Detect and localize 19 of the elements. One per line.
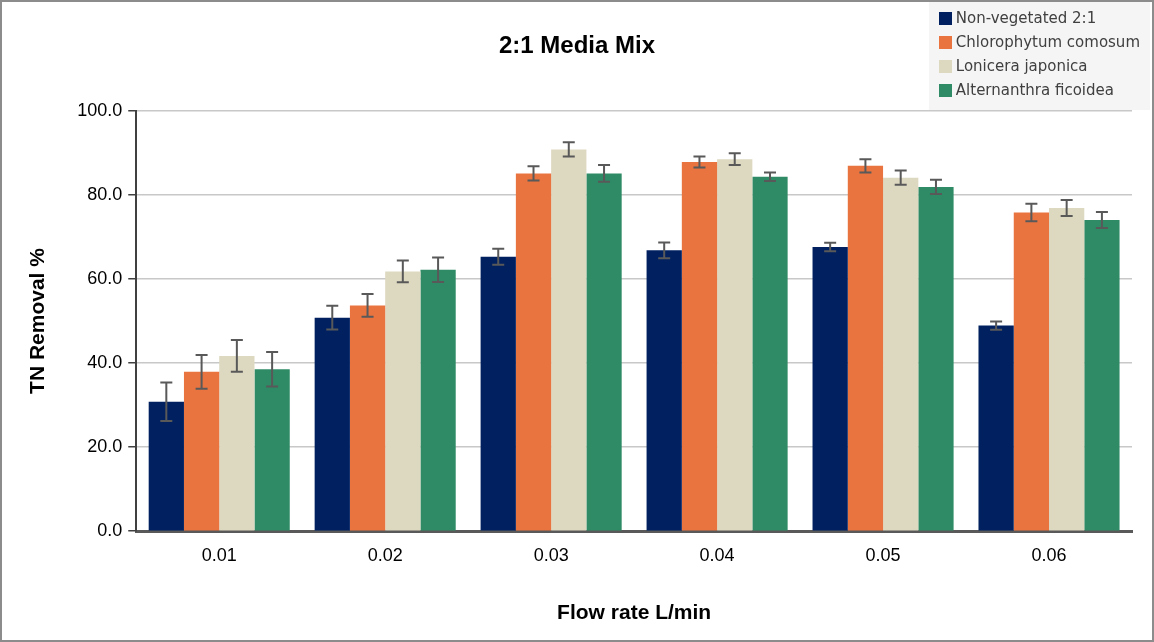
y-tick-label: 60.0 (87, 267, 123, 288)
x-tick-label: 0.04 (699, 544, 735, 565)
x-tick-label: 0.03 (533, 544, 569, 565)
x-axis-title: Flow rate L/min (557, 600, 712, 624)
chart-title: 2:1 Media Mix (498, 31, 656, 59)
legend-label: Non-vegetated 2:1 (955, 9, 1097, 27)
x-tick-label: 0.06 (1031, 544, 1067, 565)
y-tick-label: 100.0 (77, 99, 123, 120)
legend-label: Chlorophytum comosum (955, 33, 1140, 51)
y-axis-title: TN Removal % (25, 247, 49, 394)
x-tick-label: 0.01 (201, 544, 237, 565)
x-tick-label: 0.05 (865, 544, 901, 565)
y-tick-label: 40.0 (87, 352, 123, 373)
x-tick-label: 0.02 (367, 544, 403, 565)
y-tick-label: 0.0 (97, 520, 123, 541)
y-tick-label: 80.0 (87, 183, 123, 204)
y-tick-label: 20.0 (87, 436, 123, 457)
legend-label: Alternanthra ficoidea (955, 81, 1114, 99)
legend-label: Lonicera japonica (955, 57, 1088, 75)
